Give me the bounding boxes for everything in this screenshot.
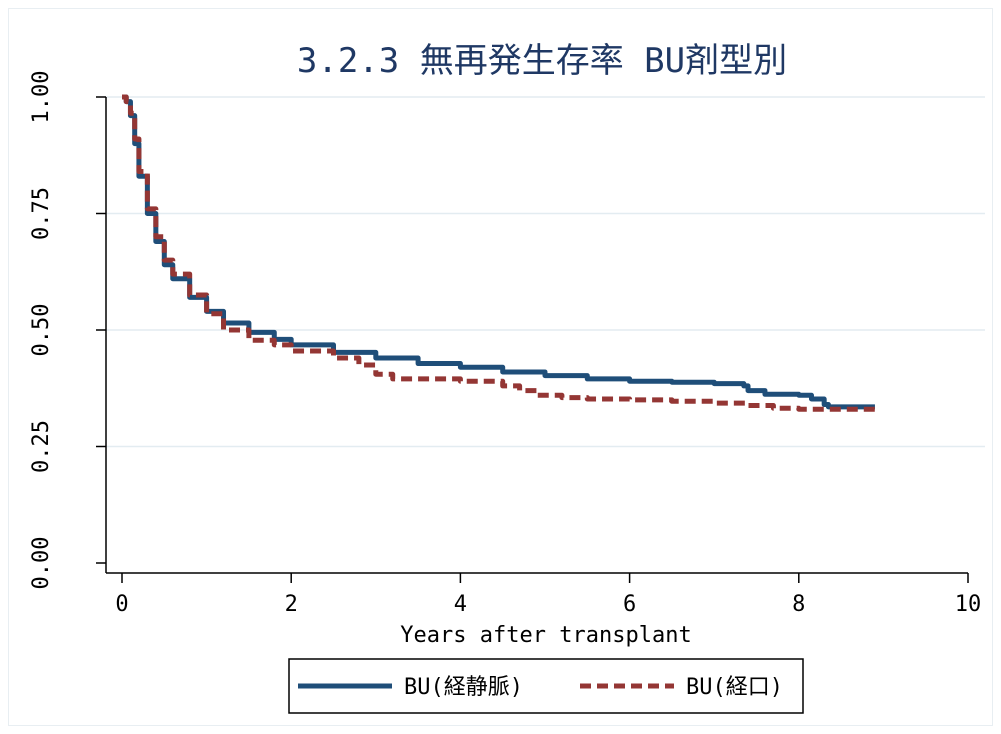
- legend-label-iv: BU(経静脈): [404, 675, 523, 700]
- series-line-oral: [122, 94, 875, 412]
- x-axis-label: Years after transplant: [400, 623, 691, 648]
- x-tick-label: 8: [792, 592, 805, 617]
- x-tick-label: 10: [955, 592, 982, 617]
- x-tick-label: 2: [285, 592, 298, 617]
- series-layer: [122, 94, 875, 412]
- y-tick-label: 0.25: [29, 420, 54, 473]
- y-tick-label: 0.75: [29, 187, 54, 240]
- y-tick-label: 0.00: [29, 537, 54, 590]
- x-tick-label: 6: [623, 592, 636, 617]
- x-tick-label: 0: [115, 592, 128, 617]
- legend-label-oral: BU(経口): [686, 675, 783, 700]
- axes: 0.00 0.25 0.50 0.75 1.00 0 2 4 6 8 10: [29, 71, 981, 617]
- chart-title: 3.2.3 無再発生存率 BU剤型別: [297, 41, 787, 81]
- y-tick-label: 0.50: [29, 304, 54, 357]
- legend: BU(経静脈) BU(経口): [288, 658, 804, 714]
- y-tick-label: 1.00: [29, 71, 54, 124]
- x-tick-label: 4: [454, 592, 467, 617]
- series-line-iv: [122, 94, 875, 410]
